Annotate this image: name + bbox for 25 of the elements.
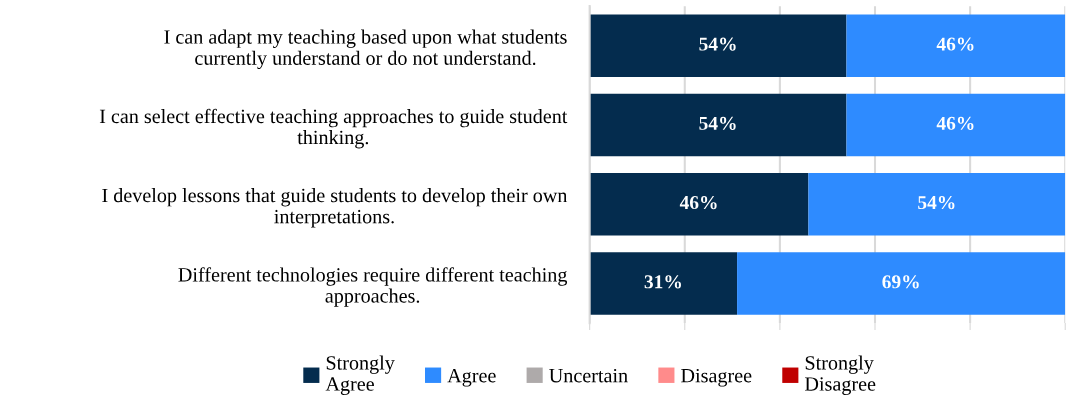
data-label: 54% <box>699 116 736 130</box>
data-label: 54% <box>918 195 955 210</box>
legend-label: Strongly Disagree <box>805 355 876 395</box>
data-label: 46% <box>679 195 717 210</box>
legend-label: Uncertain <box>549 368 628 383</box>
legend-label: Agree <box>447 368 496 387</box>
y-tick-label: I can select effective teaching approaches to guide student thinking. <box>99 108 568 149</box>
y-tick-label: Different technologies require different teaching approaches. <box>178 267 568 307</box>
data-label: 46% <box>936 116 974 130</box>
legend-label: Strongly Agree <box>325 355 395 395</box>
bar <box>846 93 1066 157</box>
bar <box>846 14 1066 78</box>
bar <box>589 14 847 78</box>
y-tick-label: I develop lessons that guide students to develop their own interpretations. <box>102 188 568 228</box>
bar <box>589 93 847 157</box>
data-label: 46% <box>936 37 974 51</box>
bar <box>808 172 1066 236</box>
bar <box>589 252 738 315</box>
bar <box>589 172 809 236</box>
data-label: 54% <box>699 37 736 51</box>
bar <box>737 252 1066 315</box>
y-tick-label: I can adapt my teaching based upon what students currently understand or do not understand. <box>164 29 567 70</box>
legend-label: Disagree <box>681 368 752 387</box>
data-label: 69% <box>882 275 919 289</box>
data-label: 31% <box>644 275 681 289</box>
